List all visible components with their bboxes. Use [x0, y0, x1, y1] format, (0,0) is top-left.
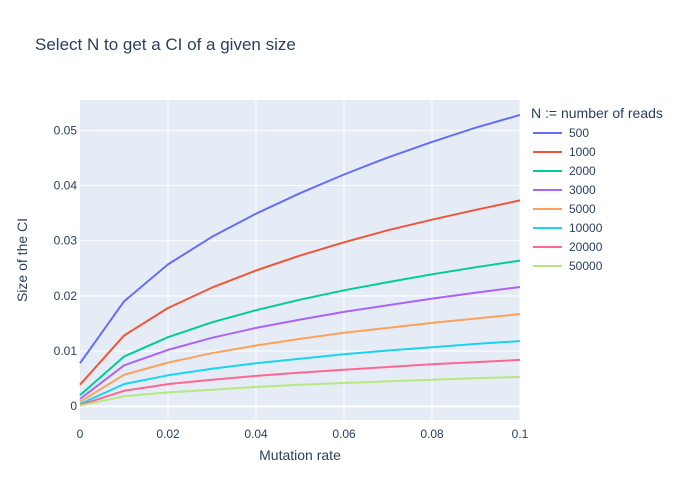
series-line-3000 — [79, 286, 521, 400]
legend-item-5000[interactable]: 5000 — [533, 202, 596, 216]
legend-label: 20000 — [569, 240, 603, 254]
series-line-20000 — [79, 358, 521, 407]
x-tick-label: 0.08 — [420, 427, 444, 441]
y-tick-label: 0.04 — [54, 179, 78, 193]
legend-item-20000[interactable]: 20000 — [533, 240, 603, 254]
legend-item-50000[interactable]: 50000 — [533, 259, 603, 273]
series-line-10000 — [79, 340, 521, 405]
x-tick-label: 0.06 — [332, 427, 356, 441]
y-tick-label: 0.02 — [54, 289, 78, 303]
legend-item-3000[interactable]: 3000 — [533, 183, 596, 197]
series-lines — [79, 113, 521, 407]
x-tick-label: 0.02 — [156, 427, 180, 441]
series-line-500 — [79, 113, 521, 364]
legend[interactable]: 500 1000 2000 3000 5000 10000 20000 50000 — [533, 126, 603, 273]
x-tick-label: 0.1 — [512, 427, 529, 441]
chart-title: Select N to get a CI of a given size — [35, 35, 296, 54]
legend-item-1000[interactable]: 1000 — [533, 145, 596, 159]
legend-label: 3000 — [569, 183, 596, 197]
legend-item-2000[interactable]: 2000 — [533, 164, 596, 178]
y-tick-label: 0.05 — [54, 123, 78, 137]
legend-label: 10000 — [569, 221, 603, 235]
legend-label: 50000 — [569, 259, 603, 273]
series-line-50000 — [79, 376, 521, 407]
legend-label: 500 — [569, 126, 589, 140]
series-line-2000 — [79, 259, 521, 396]
series-line-1000 — [79, 199, 521, 386]
legend-item-500[interactable]: 500 — [533, 126, 589, 140]
grid — [80, 100, 521, 420]
series-line-5000 — [79, 313, 521, 403]
legend-title: N := number of reads — [531, 105, 663, 121]
y-tick-label: 0 — [70, 399, 77, 413]
y-axis-title: Size of the CI — [14, 218, 30, 302]
y-tick-label: 0.01 — [54, 344, 78, 358]
legend-label: 1000 — [569, 145, 596, 159]
x-tick-label: 0.04 — [244, 427, 268, 441]
y-axis-ticks: 0 0.01 0.02 0.03 0.04 0.05 — [54, 123, 78, 413]
x-axis-ticks: 0 0.02 0.04 0.06 0.08 0.1 — [77, 427, 529, 441]
legend-label: 5000 — [569, 202, 596, 216]
x-axis-title: Mutation rate — [259, 447, 341, 463]
y-tick-label: 0.03 — [54, 234, 78, 248]
legend-label: 2000 — [569, 164, 596, 178]
legend-item-10000[interactable]: 10000 — [533, 221, 603, 235]
x-tick-label: 0 — [77, 427, 84, 441]
